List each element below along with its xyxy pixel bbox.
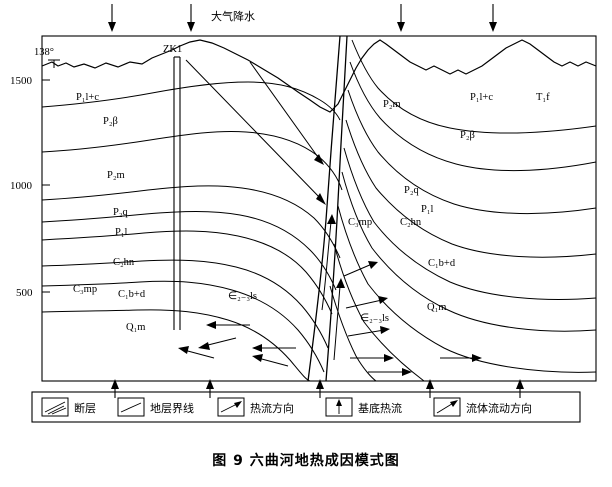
axis-tick-500: 500 xyxy=(16,287,33,299)
legend-box xyxy=(31,391,581,423)
legend-label-stratum-boundary: 地层界线 xyxy=(150,401,194,415)
heatflow-arrow-symbol-icon xyxy=(220,401,242,413)
legend-label-heatflow: 热流方向 xyxy=(250,401,294,415)
stratum-label-right-0: P₂m xyxy=(383,99,401,110)
precipitation-arrows xyxy=(108,4,497,32)
fluid-flow-arrows xyxy=(178,59,482,376)
stratum-label-left-4: P₁l xyxy=(115,227,128,238)
stratum-label-right-4: P₂q xyxy=(404,185,420,196)
legend-item-basal-heatflow: 基底热流 xyxy=(325,397,402,417)
fault-symbol-icon xyxy=(44,401,67,415)
stratum-label-right-7: C₂hn xyxy=(400,217,422,228)
right-strata-boundaries xyxy=(329,39,597,382)
stratum-label-left-9: ∈₂₋₃ls xyxy=(228,291,257,302)
stratum-label-left-8: Q₁m xyxy=(126,322,145,333)
basal-heatflow-arrows xyxy=(111,379,524,398)
legend-label-basal-heatflow: 基底热流 xyxy=(358,401,402,415)
legend-item-stratum-boundary: 地层界线 xyxy=(117,397,194,417)
stratum-label-right-2: T₁f xyxy=(536,92,550,103)
stratum-label-left-3: P₂q xyxy=(113,207,129,218)
basal-heatflow-symbol-icon xyxy=(336,399,342,414)
stratum-label-left-6: C₂hn xyxy=(113,257,135,268)
dip-angle-label: 138° xyxy=(34,47,54,58)
stratum-boundary-symbol-icon xyxy=(120,402,142,413)
axis-tick-1500: 1500 xyxy=(10,75,33,87)
legend-item-heatflow: 热流方向 xyxy=(217,397,294,417)
dip-symbol xyxy=(48,59,60,68)
stratum-label-right-6: C₃mp xyxy=(348,217,372,228)
stratum-label-right-3: P₂β xyxy=(460,130,475,141)
stratum-label-right-10: ∈₂₋₃ls xyxy=(360,313,389,324)
stratum-label-right-8: C₁b+d xyxy=(428,258,456,269)
borehole-zk1 xyxy=(173,56,181,330)
axis-tick-1000: 1000 xyxy=(10,180,33,192)
elevation-axis xyxy=(42,79,50,293)
legend-label-fluid-flow: 流体流动方向 xyxy=(466,401,532,415)
central-fault xyxy=(307,35,348,382)
stratum-label-left-7: C₁b+d xyxy=(118,289,146,300)
stratum-label-right-5: P₁l xyxy=(421,204,434,215)
stratum-label-left-1: P₂β xyxy=(103,116,118,127)
legend-item-fault: 断层 xyxy=(41,397,96,417)
legend-label-fault: 断层 xyxy=(74,401,96,415)
stratum-label-left-0: P₁l+c xyxy=(76,92,99,103)
figure-caption: 图 9 六曲河地热成因模式图 xyxy=(212,453,400,469)
legend-item-fluid-flow: 流体流动方向 xyxy=(433,397,532,417)
stratum-label-right-1: P₁l+c xyxy=(470,92,493,103)
fluid-flow-symbol-icon xyxy=(436,400,458,414)
precipitation-label: 大气降水 xyxy=(211,9,255,23)
stratum-label-left-5: C₃mp xyxy=(73,284,97,295)
stratum-label-left-2: P₂m xyxy=(107,170,125,181)
left-strata-boundaries xyxy=(41,81,343,382)
topographic-surface xyxy=(41,39,597,113)
borehole-label: ZK1 xyxy=(163,44,182,55)
stratum-label-right-9: Q₁m xyxy=(427,302,446,313)
